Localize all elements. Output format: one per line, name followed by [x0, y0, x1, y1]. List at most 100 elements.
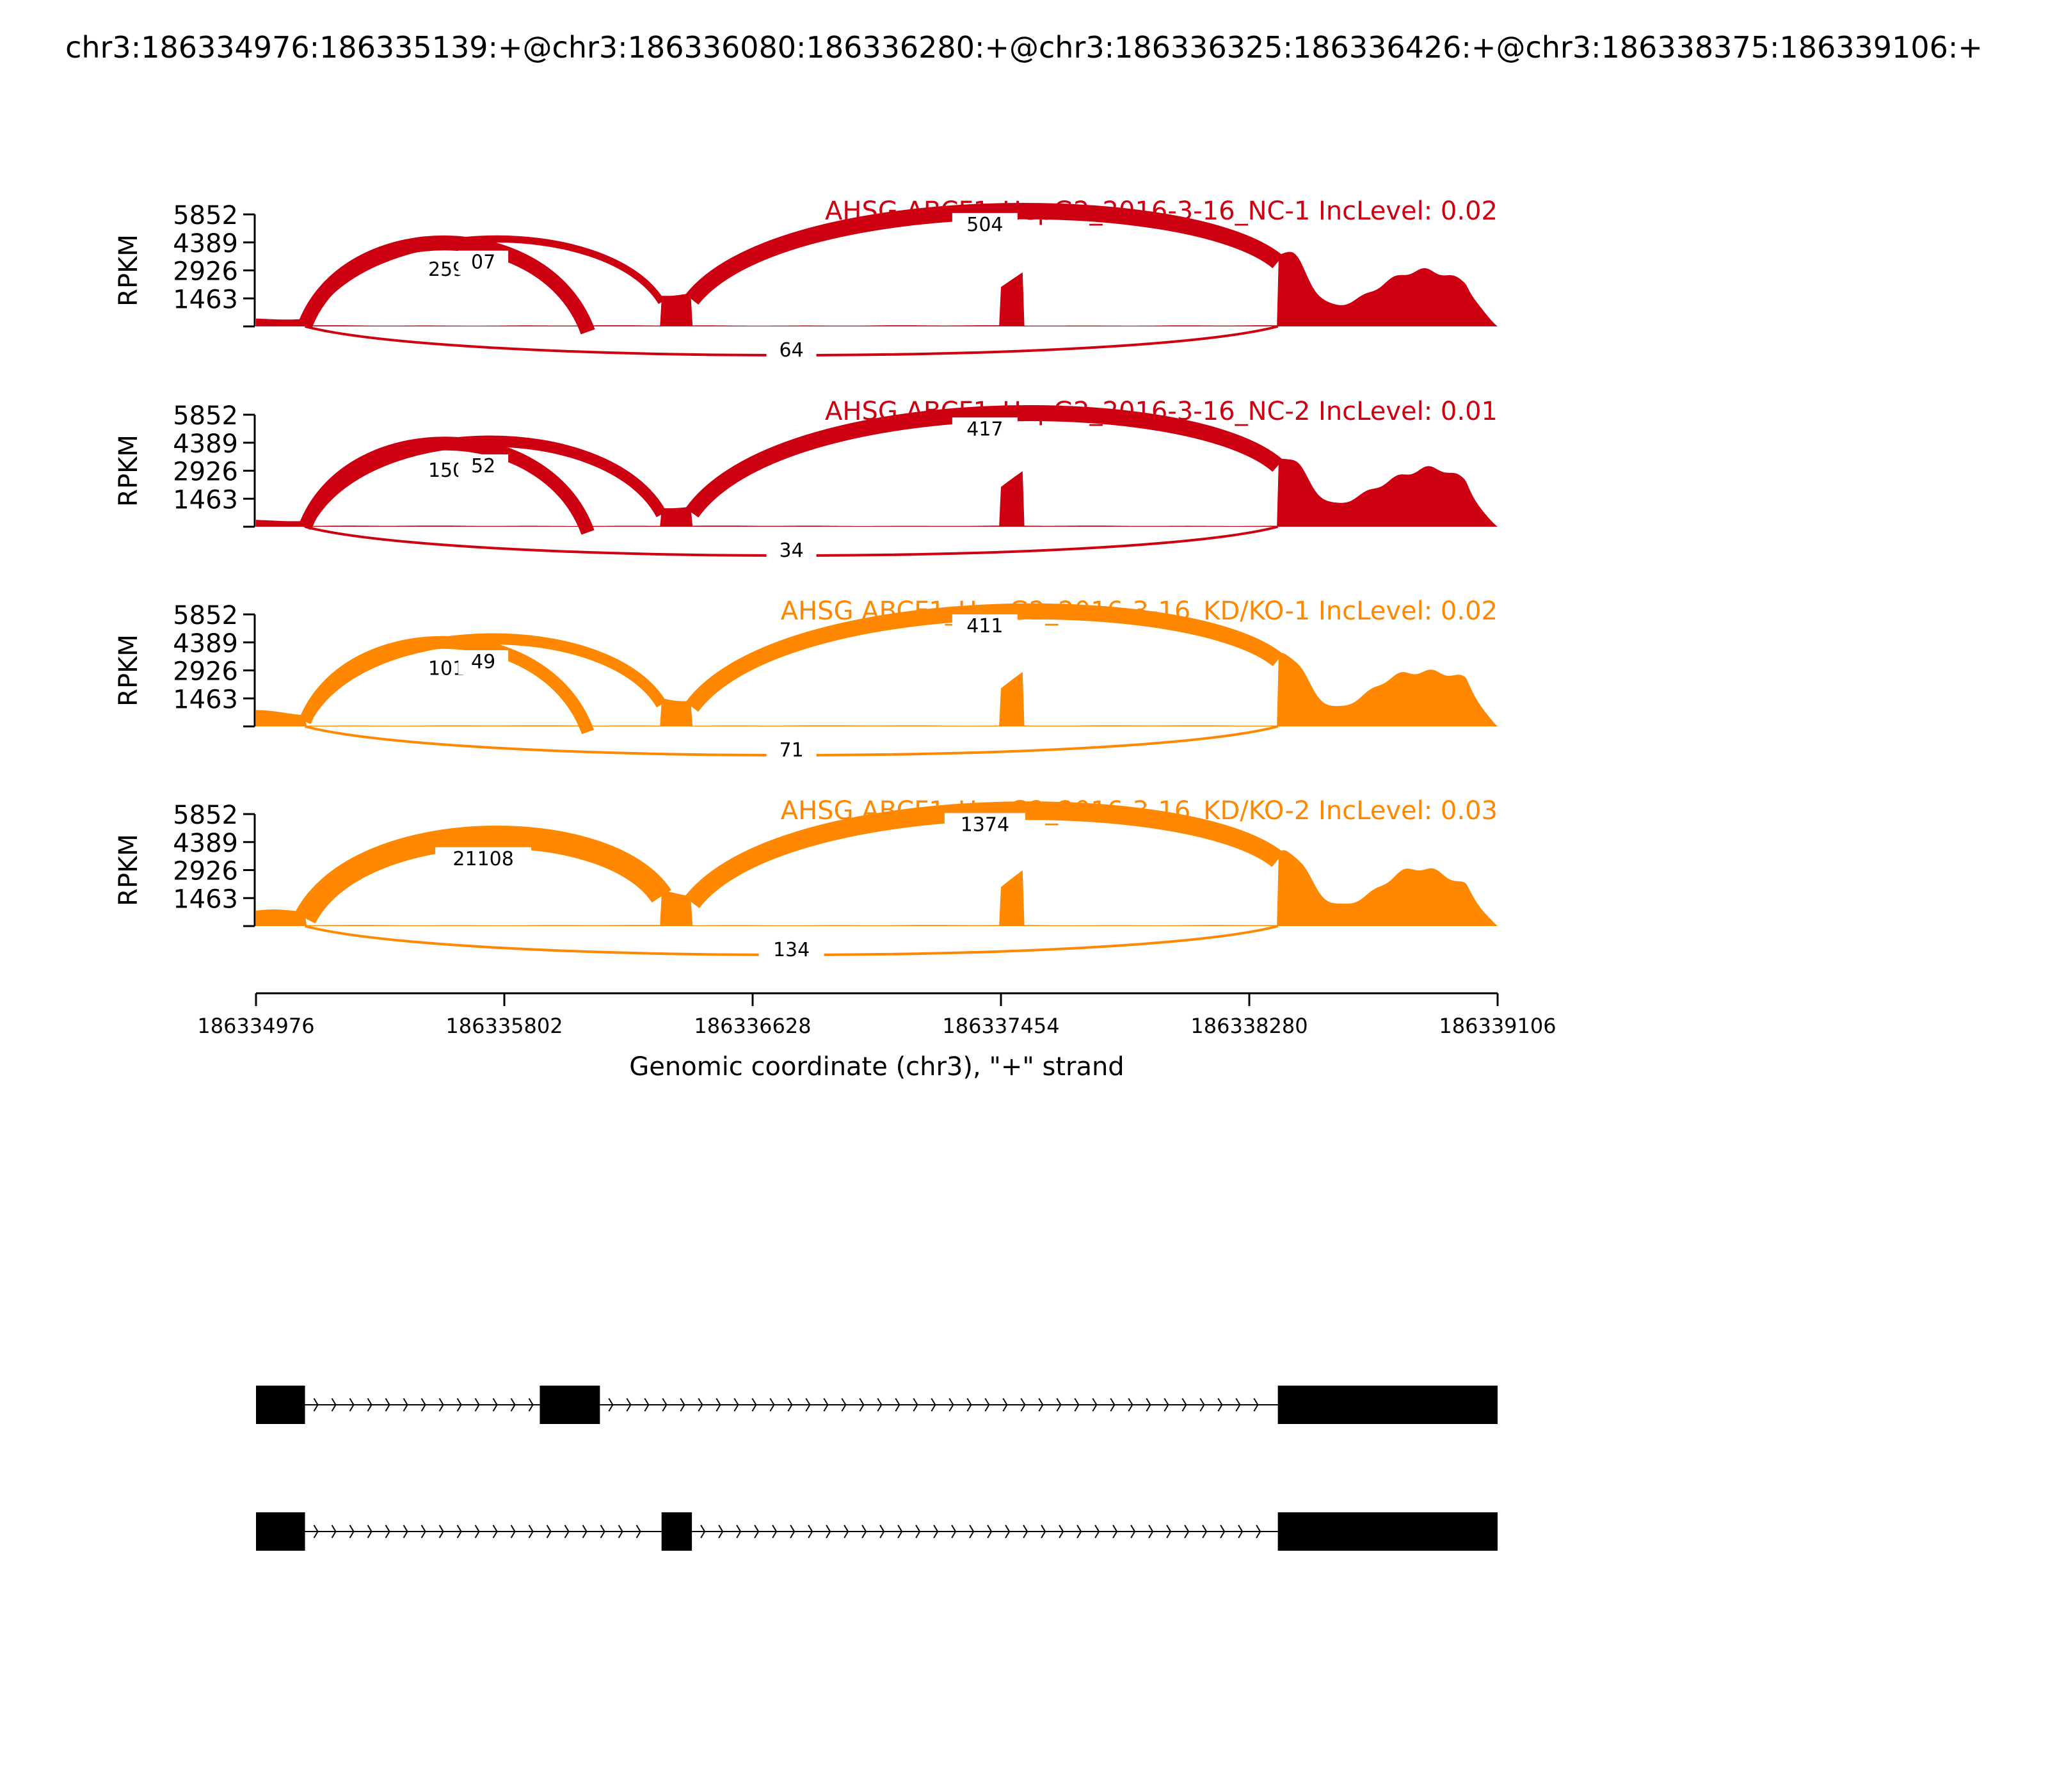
junction-label-bg [952, 417, 1018, 442]
strand-arrow [313, 1524, 319, 1539]
junction-label: 64 [780, 339, 804, 362]
strand-arrow [984, 1398, 990, 1412]
junction-label-bg [758, 938, 824, 963]
junction-arc [294, 826, 671, 924]
strand-arrow [1056, 1398, 1062, 1412]
junction-label-bg [766, 539, 817, 563]
y-tick-label: 2926 [173, 857, 238, 886]
junction-arc [300, 435, 667, 530]
strand-arrow [787, 1398, 793, 1412]
strand-arrow [1023, 1524, 1028, 1539]
strand-arrow [456, 1398, 462, 1412]
strand-arrow [528, 1398, 534, 1412]
strand-arrow [367, 1524, 372, 1539]
junction-arc [684, 801, 1284, 909]
y-tick-label: 1463 [173, 285, 238, 314]
strand-arrow [769, 1398, 775, 1412]
junction-label: 52 [471, 455, 495, 477]
strand-arrow [626, 1398, 632, 1412]
strand-arrow [859, 1398, 865, 1412]
strand-arrow [367, 1398, 372, 1412]
strand-arrow [897, 1524, 903, 1539]
junction-label-bg [952, 212, 1018, 237]
junction-label-bg [766, 739, 817, 763]
strand-arrow [698, 1398, 703, 1412]
strand-arrow [564, 1524, 570, 1539]
strand-arrow [895, 1398, 900, 1412]
strand-arrow [1110, 1398, 1116, 1412]
strand-arrow [948, 1398, 954, 1412]
strand-arrow [1094, 1524, 1100, 1539]
strand-arrow [636, 1524, 641, 1539]
x-tick-label: 186338280 [1190, 1014, 1308, 1038]
strand-arrow [385, 1398, 390, 1412]
x-axis: 186334976 186335802 186336628 186337454 1863… [197, 992, 1556, 1038]
exon-block [661, 1512, 692, 1551]
strand-arrow [736, 1524, 742, 1539]
junction-arc [685, 603, 1283, 712]
junction-arc [298, 436, 595, 535]
exon-block [540, 1386, 600, 1424]
strand-arrow [1256, 1524, 1261, 1539]
y-tick-label: 4389 [173, 229, 238, 259]
junction-arc [299, 636, 595, 735]
strand-arrow [1184, 1524, 1190, 1539]
strand-arrow [987, 1524, 993, 1539]
junction-arc [301, 235, 665, 327]
y-tick-label: 5852 [173, 401, 238, 431]
x-tick-label: 186337454 [942, 1014, 1059, 1038]
y-tick-label: 1463 [173, 685, 238, 714]
y-axis-label: RPKM [114, 435, 143, 507]
strand-arrow [474, 1524, 480, 1539]
isoform [256, 1386, 1498, 1424]
strand-arrow [913, 1398, 918, 1412]
strand-arrow [403, 1524, 408, 1539]
strand-arrow [1166, 1524, 1172, 1539]
junction-arc [685, 405, 1283, 518]
strand-arrow [456, 1524, 462, 1539]
strand-arrow [1146, 1398, 1151, 1412]
strand-arrow [528, 1524, 534, 1539]
strand-arrow [618, 1524, 623, 1539]
strand-arrow [772, 1524, 778, 1539]
y-tick-label: 5852 [173, 201, 238, 230]
junction-arc [298, 235, 595, 335]
strand-arrow [438, 1398, 444, 1412]
strand-arrow [680, 1398, 685, 1412]
strand-arrow [1130, 1524, 1136, 1539]
junction-label-bg [458, 250, 509, 275]
strand-arrow [1038, 1398, 1044, 1412]
strand-arrow [385, 1524, 390, 1539]
junction-label-bg [435, 847, 532, 872]
strand-arrow [1164, 1398, 1169, 1412]
strand-arrow [644, 1398, 650, 1412]
strand-arrow [349, 1398, 355, 1412]
junction-label: 1374 [961, 813, 1009, 836]
strand-arrow [1041, 1524, 1046, 1539]
junction-label: 71 [780, 739, 804, 762]
strand-arrow [492, 1398, 498, 1412]
y-tick-label: 4389 [173, 429, 238, 459]
coverage-area [256, 653, 1498, 726]
y-axis-label: RPKM [114, 834, 143, 906]
y-tick-label: 5852 [173, 801, 238, 830]
gene-structure [256, 1386, 1498, 1551]
strand-arrow [915, 1524, 921, 1539]
y-tick-label: 1463 [173, 485, 238, 515]
strand-arrow [331, 1524, 337, 1539]
junction-label: 49 [471, 651, 495, 673]
y-tick-label: 4389 [173, 829, 238, 858]
strand-arrow [826, 1524, 831, 1539]
x-tick-label: 186334976 [197, 1014, 314, 1038]
y-tick-label: 2926 [173, 657, 238, 687]
coverage-area [256, 850, 1498, 926]
strand-arrow [808, 1524, 813, 1539]
chart-title: chr3:186334976:186335139:+@chr3:18633608… [65, 30, 1983, 65]
strand-arrow [805, 1398, 811, 1412]
strand-arrow [331, 1398, 337, 1412]
y-tick-label: 5852 [173, 601, 238, 630]
strand-arrow [841, 1398, 847, 1412]
